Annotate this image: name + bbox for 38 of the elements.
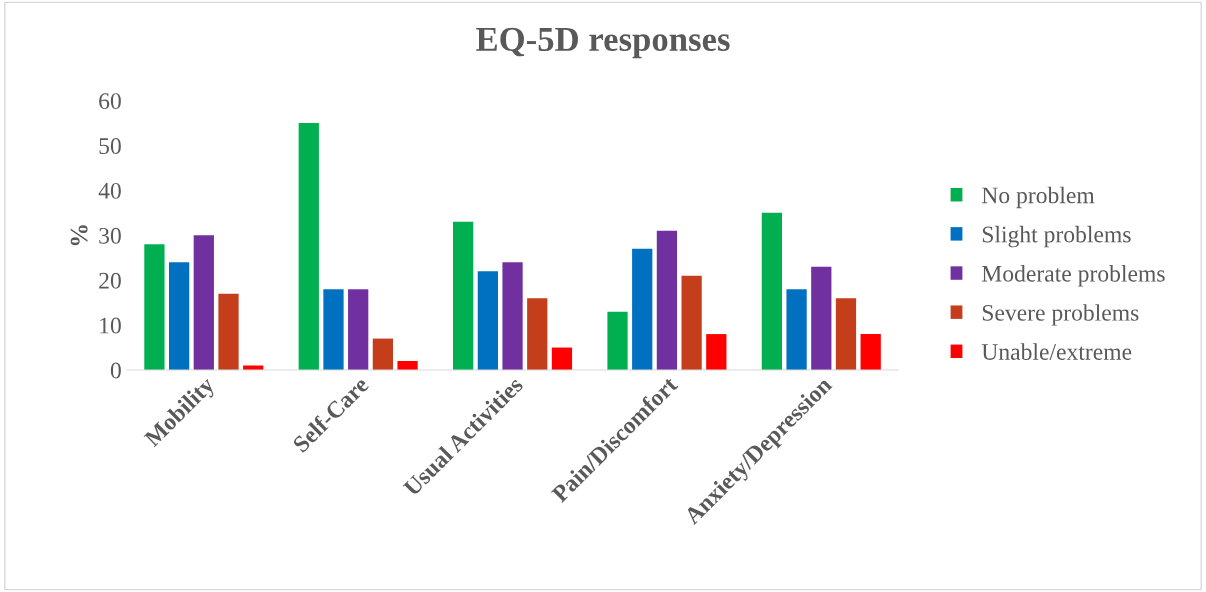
bar	[323, 289, 344, 370]
bar	[632, 248, 653, 370]
bar	[706, 334, 727, 370]
bar	[835, 298, 857, 370]
y-tick-label: 60	[99, 93, 121, 110]
bar	[453, 221, 474, 370]
chart-title: EQ-5D responses	[476, 27, 730, 59]
y-tick-label: 30	[99, 227, 121, 244]
legend-label: Unable/extreme	[981, 343, 1132, 360]
y-tick-label: 0	[110, 362, 121, 379]
y-axis-title: %	[70, 225, 88, 246]
bar	[551, 347, 573, 370]
bar	[372, 338, 394, 370]
legend-label: Severe problems	[982, 304, 1139, 326]
bar	[860, 334, 881, 370]
bar	[348, 289, 369, 370]
legend-label: Moderate problems	[981, 265, 1165, 287]
y-tick-label: 50	[99, 138, 121, 154]
bar	[218, 293, 239, 370]
bar	[681, 275, 702, 370]
y-tick-label: 10	[100, 317, 121, 334]
bar	[502, 262, 523, 370]
bar	[761, 212, 783, 370]
legend-label: Slight problems	[982, 225, 1131, 248]
y-tick-label: 40	[98, 182, 121, 199]
bar	[607, 311, 628, 370]
bar	[193, 235, 214, 370]
legend-label: No problem	[981, 186, 1095, 209]
bar	[168, 262, 190, 370]
bar	[656, 230, 678, 370]
bar	[786, 289, 807, 370]
bar	[144, 244, 165, 370]
bar	[811, 266, 832, 370]
bar	[477, 271, 498, 370]
y-tick-label: 20	[99, 272, 121, 289]
bar	[397, 361, 418, 370]
bar	[298, 123, 319, 370]
bar	[527, 298, 548, 370]
